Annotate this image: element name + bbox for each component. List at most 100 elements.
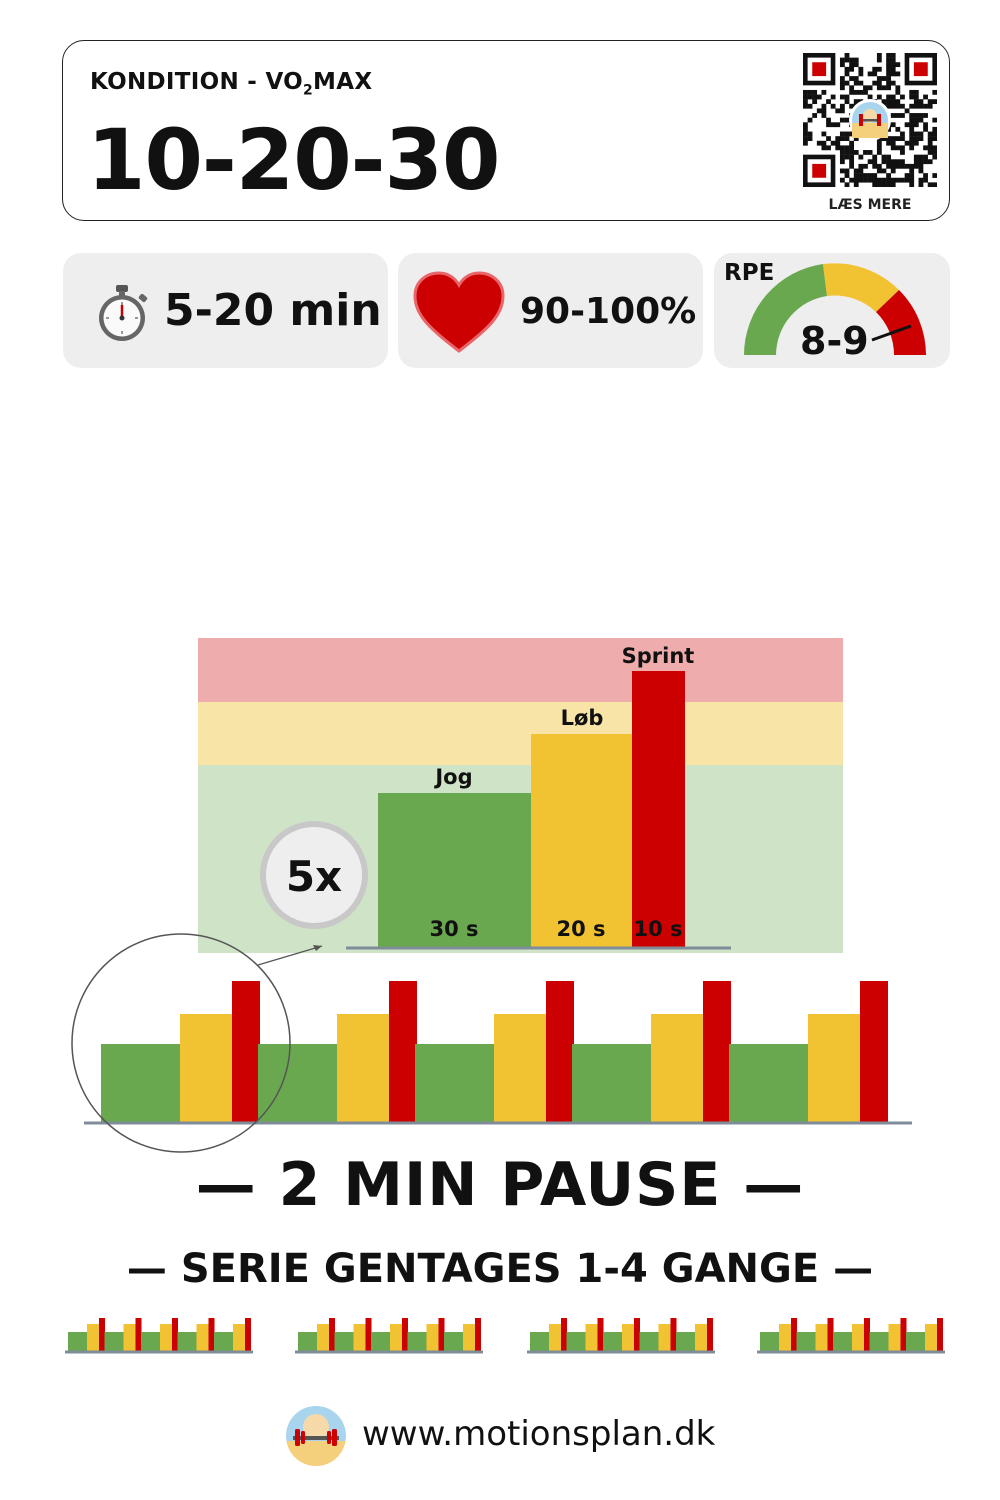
mini-lob-bar [622,1324,634,1351]
mini-sprint-bar [99,1318,105,1351]
mini-lob-bar [658,1324,671,1351]
mini-jog-bar [530,1332,549,1351]
mini-series-group [65,1318,253,1354]
mini-lob-bar [317,1324,329,1351]
mini-sprint-bar [438,1318,445,1351]
mini-jog-bar [676,1332,695,1351]
sprint-label: Sprint [622,644,695,668]
mini-lob-bar [695,1324,707,1351]
mini-jog-bar [407,1332,427,1351]
series-jog-bar [415,1044,495,1123]
mini-sprint-bar [864,1318,870,1351]
repeat-label: 5x [286,852,342,901]
mini-lob-bar [87,1324,99,1351]
mini-lob-bar [123,1324,136,1351]
series-lob-bar [494,1014,547,1123]
zone-high [198,638,843,702]
mini-lob-bar [196,1324,209,1351]
series-sprint-bar [703,981,731,1123]
mini-jog-bar [869,1332,889,1351]
series-sprint-bar [860,981,888,1123]
mini-jog-bar [141,1332,160,1351]
mini-lob-bar [353,1324,366,1351]
mini-lob-bar [549,1324,561,1351]
read-more-label[interactable]: LÆS MERE [828,197,912,213]
duration-card: 5-20 min [63,253,388,368]
logo-icon [286,1406,346,1466]
rpe-card: RPE 8-9 [714,253,950,368]
mini-lob-bar [925,1324,937,1351]
lob-duration: 20 s [556,917,605,941]
heart-icon [413,271,505,353]
mini-jog-bar [68,1332,87,1351]
series-lob-bar [337,1014,390,1123]
zoom-circle [71,933,291,1153]
rpe-gauge-icon [744,263,926,355]
mini-sprint-bar [937,1318,943,1351]
mini-sprint-bar [208,1318,215,1351]
mini-lob-bar [852,1324,864,1351]
mini-sprint-bar [245,1318,251,1351]
jog-duration: 30 s [429,917,478,941]
mini-series-group [295,1318,483,1354]
series-jog-bar [572,1044,652,1123]
category-subtitle: KONDITION - VO2MAX [90,69,373,99]
rpe-label: RPE [724,260,775,286]
mini-lob-bar [779,1324,791,1351]
mini-jog-bar [833,1332,852,1351]
mini-lob-bar [160,1324,172,1351]
page-title: 10-20-30 [87,111,500,209]
header-card: KONDITION - VO2MAX 10-20-30 LÆS MERE [62,40,950,221]
mini-sprint-bar [475,1318,481,1351]
mini-series-row [65,1318,945,1354]
sprint-bar [632,671,685,948]
qr-code[interactable] [803,53,937,187]
jog-bar [378,793,531,948]
mini-sprint-bar [402,1318,408,1351]
mini-sprint-bar [597,1318,604,1351]
series-sprint-bar [232,981,260,1123]
mini-sprint-bar [707,1318,713,1351]
mini-series-group [527,1318,715,1354]
heart-rate-value: 90-100% [520,291,697,332]
mini-sprint-bar [172,1318,178,1351]
mini-sprint-bar [900,1318,907,1351]
rpe-value: 8-9 [800,319,869,363]
series-lob-bar [808,1014,861,1123]
stopwatch-icon [99,285,148,341]
lob-label: Løb [561,706,604,730]
mini-jog-bar [177,1332,197,1351]
mini-lob-bar [888,1324,901,1351]
repeat-badge [260,821,368,929]
mini-sprint-bar [634,1318,640,1351]
jog-label: Jog [433,765,472,789]
series-sprint-bar [389,981,417,1123]
mini-sprint-bar [561,1318,567,1351]
mini-jog-bar [104,1332,124,1351]
mini-lob-bar [233,1324,245,1351]
mini-lob-bar [815,1324,828,1351]
mini-jog-bar [566,1332,586,1351]
mini-sprint-bar [791,1318,797,1351]
duration-value: 5-20 min [164,285,382,336]
sprint-duration: 10 s [633,917,682,941]
mini-jog-bar [371,1332,390,1351]
mini-jog-bar [639,1332,659,1351]
series-jog-bar [101,1044,181,1123]
mini-jog-bar [906,1332,925,1351]
series-lob-bar [651,1014,704,1123]
mini-jog-bar [760,1332,779,1351]
mini-lob-bar [390,1324,402,1351]
mini-sprint-bar [670,1318,677,1351]
mini-jog-bar [444,1332,463,1351]
series-jog-bar [729,1044,809,1123]
mini-jog-bar [334,1332,354,1351]
website-link[interactable]: www.motionsplan.dk [362,1414,716,1454]
mini-sprint-bar [827,1318,834,1351]
mini-jog-bar [298,1332,317,1351]
mini-lob-bar [426,1324,439,1351]
mini-lob-bar [463,1324,475,1351]
heart-rate-card: 90-100% [398,253,703,368]
zone-mid [198,702,843,765]
series-repeat-text: — SERIE GENTAGES 1-4 GANGE — [126,1246,874,1292]
